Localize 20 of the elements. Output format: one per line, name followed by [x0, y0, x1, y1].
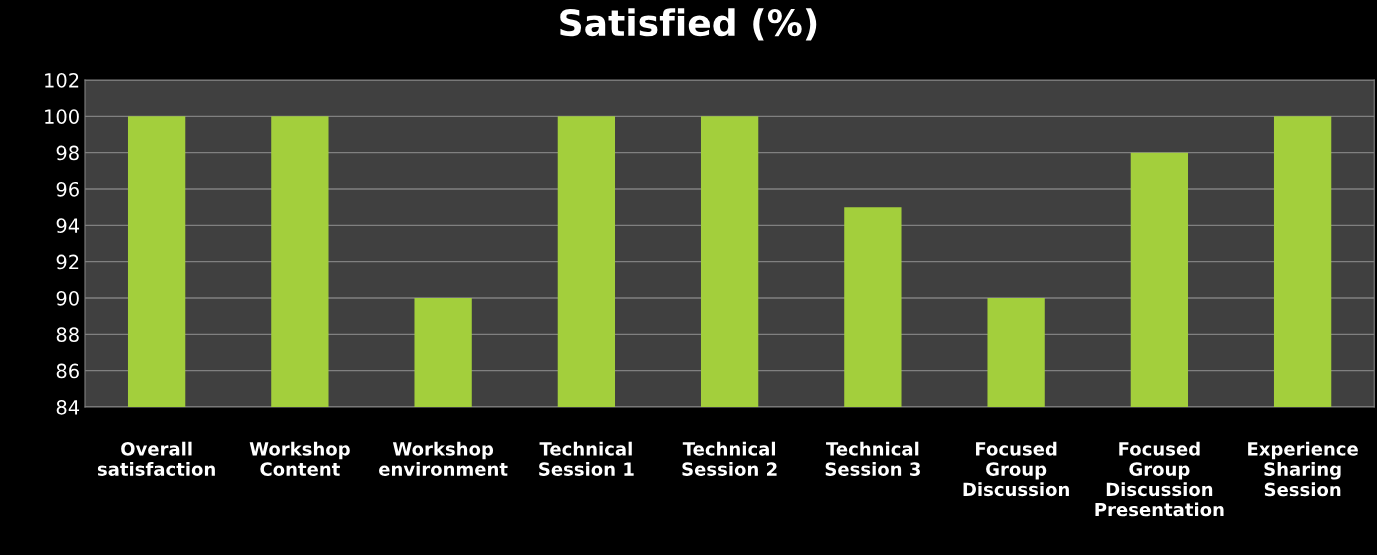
y-tick-label: 94 — [56, 218, 80, 233]
x-tick-label: Overall satisfaction — [97, 441, 215, 476]
y-tick-label: 102 — [45, 72, 79, 88]
y-tick-label: 96 — [56, 181, 79, 197]
y-tick-label: 88 — [56, 327, 79, 342]
x-tick-label: Focused Group Discussion — [963, 441, 1069, 497]
x-tick-label: Workshop environment — [379, 441, 508, 476]
x-tick-label: Workshop Content — [249, 441, 350, 476]
x-tick-label: Focused Group Discussion Presentation — [1095, 441, 1224, 517]
y-tick-label: 90 — [56, 290, 79, 306]
y-tick-label: 100 — [45, 109, 79, 124]
y-tick-label: 86 — [56, 363, 79, 379]
x-tick-label: Technical Session 3 — [825, 441, 920, 476]
y-tick-label: 92 — [56, 254, 79, 270]
x-tick-label: Technical Session 1 — [539, 441, 634, 476]
chart-title: Satisfied (%) — [560, 8, 817, 41]
x-tick-label: Experience Sharing Session — [1248, 441, 1358, 497]
y-tick-label: 84 — [56, 399, 80, 415]
y-tick-label: 98 — [56, 145, 79, 161]
x-tick-label: Technical Session 2 — [682, 441, 777, 476]
